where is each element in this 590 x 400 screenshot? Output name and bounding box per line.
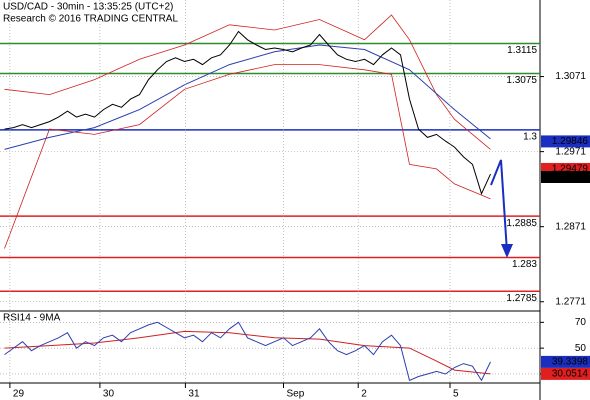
x-tick-label: 5 [453,389,459,400]
series-line [4,330,491,375]
series-line [4,64,491,249]
y-tick-label: 70 [575,317,587,328]
price-marker [541,367,590,380]
y-tick-label: 1.2771 [555,296,586,307]
panel-title: RSI14 - 9MA [3,313,61,324]
projection-arrow [490,159,508,253]
x-tick-label: 31 [188,389,200,400]
level-label: 1.2885 [506,218,537,229]
y-tick-label: 50 [575,343,587,354]
series-line [4,321,491,382]
price-marker [541,355,590,368]
chart-title: USD/CAD - 30min - 13:35:25 (UTC+2) [3,2,173,13]
price-marker [541,170,590,183]
series-line [4,30,491,196]
price-marker-label: 1.29846 [552,136,589,147]
price-marker [541,135,590,148]
x-tick-label: 2 [361,389,367,400]
level-label: 1.3115 [507,45,537,56]
level-label: 1.2785 [506,293,537,304]
arrow-head [501,244,513,258]
series-line [4,14,491,150]
level-label: 1.283 [512,259,537,270]
x-tick-label: 29 [13,389,25,400]
y-tick-label: 1.2871 [555,221,586,232]
price-marker-label: 39.3398 [552,357,589,368]
price-marker-label: 1.29479 [552,164,589,175]
y-tick-label: 1.2971 [555,146,586,157]
series-line [4,44,491,150]
level-label: 1.3 [523,131,537,142]
chart-subtitle: Research © 2016 TRADING CENTRAL [3,14,178,25]
x-tick-label: Sep [287,389,305,400]
y-tick-label: 1.3071 [555,71,586,82]
price-marker-label: 30.0514 [552,369,589,380]
level-label: 1.3075 [506,75,537,86]
price-marker-label: 1.29372 [552,172,589,183]
x-tick-label: 30 [103,389,115,400]
